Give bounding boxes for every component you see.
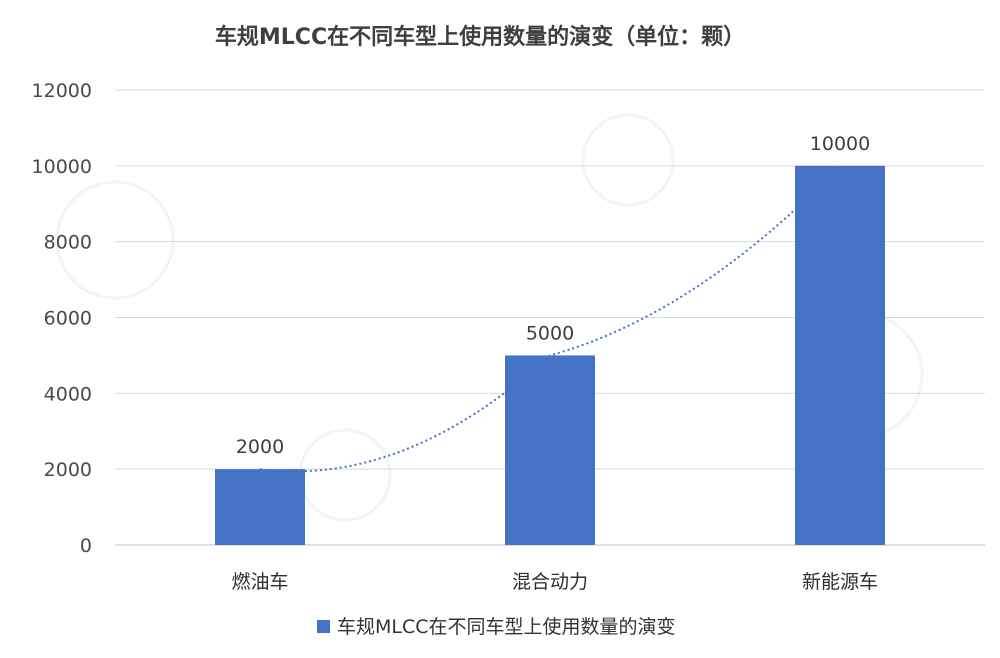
y-axis-ticks: 0 2000 4000 6000 8000 10000 12000 [32, 80, 92, 557]
bar-series [215, 165, 885, 546]
legend-swatch [317, 620, 330, 633]
y-tick-label: 6000 [44, 308, 92, 330]
x-tick-label: 燃油车 [231, 571, 288, 593]
y-tick-label: 2000 [44, 459, 92, 481]
data-label: 2000 [236, 436, 284, 458]
chart-title: 车规MLCC在不同车型上使用数量的演变（单位：颗） [215, 24, 745, 50]
bar [505, 355, 595, 545]
data-label: 5000 [526, 322, 574, 344]
y-tick-label: 4000 [44, 383, 92, 405]
bar [215, 469, 305, 545]
data-label: 10000 [810, 133, 870, 155]
x-axis-ticks: 燃油车 混合动力 新能源车 [231, 571, 878, 593]
y-tick-label: 8000 [44, 232, 92, 254]
y-tick-label: 12000 [32, 80, 92, 102]
legend-label: 车规MLCC在不同车型上使用数量的演变 [337, 616, 676, 638]
y-tick-label: 0 [80, 535, 92, 557]
bar [795, 165, 885, 546]
data-labels: 2000 5000 10000 [236, 133, 870, 458]
legend: 车规MLCC在不同车型上使用数量的演变 [317, 616, 676, 638]
x-tick-label: 新能源车 [802, 571, 878, 593]
x-tick-label: 混合动力 [512, 571, 588, 593]
y-tick-label: 10000 [32, 156, 92, 178]
